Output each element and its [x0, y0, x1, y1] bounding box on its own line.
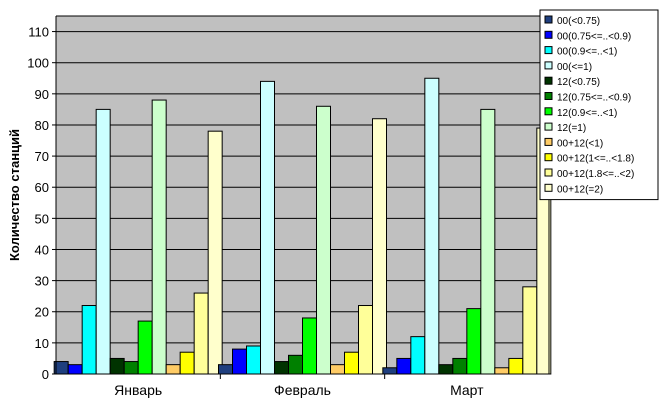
- bar: [260, 80, 275, 375]
- bar: [358, 305, 373, 375]
- legend-swatch: [544, 30, 553, 39]
- legend: 00(<0.75) 00(0.75<=..<0.9) 00(0.9<=..<1) 00…: [539, 9, 659, 201]
- bar: [137, 320, 153, 375]
- legend-label: 00+12(<1): [557, 138, 603, 149]
- bar: [165, 364, 181, 375]
- y-tick-label: 0: [42, 367, 49, 382]
- legend-swatch: [544, 46, 553, 55]
- bar: [424, 77, 440, 375]
- x-category-label: Март: [450, 382, 484, 398]
- legend-box: [539, 9, 659, 201]
- bar: [81, 305, 97, 375]
- bar: [246, 345, 261, 375]
- y-tick-label: 80: [35, 118, 49, 133]
- y-tick-label: 110: [28, 25, 49, 40]
- bar: [274, 361, 289, 375]
- legend-swatch: [544, 153, 553, 162]
- legend-swatch: [544, 168, 553, 177]
- bar: [302, 317, 317, 375]
- legend-label: 00+12(=2): [557, 184, 603, 195]
- legend-swatch: [544, 107, 553, 116]
- x-category-label: Январь: [114, 382, 162, 398]
- x-category-labels: Январь Февраль Март: [114, 382, 484, 398]
- y-tick-label: 100: [27, 56, 49, 71]
- legend-swatch: [544, 122, 553, 131]
- bar: [218, 364, 233, 375]
- y-tick-label: 60: [35, 180, 49, 195]
- bar: [288, 354, 303, 375]
- legend-swatch: [544, 137, 553, 146]
- legend-label: 00+12(1<=..<1.8): [557, 154, 634, 165]
- legend-swatch: [544, 76, 553, 85]
- legend-swatch: [544, 92, 553, 100]
- legend-label: 00(0.9<=..<1): [557, 47, 617, 58]
- bar: [123, 361, 139, 375]
- y-tick-labels: 0 10 20 30 40 50 60 70 80 90 100 110: [27, 25, 49, 382]
- bar: [452, 357, 468, 375]
- y-axis-title: Количество станций: [7, 129, 22, 261]
- legend-swatch: [544, 183, 553, 192]
- legend-label: 12(0.75<=..<0.9): [557, 93, 631, 104]
- bar: [410, 336, 426, 375]
- y-tick-label: 90: [35, 87, 49, 102]
- bar: [151, 99, 167, 375]
- legend-label: 00(0.75<=..<0.9): [557, 31, 631, 42]
- bar: [480, 108, 496, 375]
- bar: [193, 292, 209, 375]
- y-tick-label: 70: [35, 149, 49, 164]
- bar: [372, 118, 387, 375]
- legend-swatch: [544, 15, 553, 24]
- bar: [508, 357, 524, 375]
- bar: [344, 351, 359, 375]
- bar: [522, 286, 538, 375]
- bar: [179, 351, 195, 375]
- legend-label: 00+12(1.8<=..<2): [557, 169, 634, 180]
- legend-label: 12(=1): [557, 123, 586, 134]
- legend-label: 00(<=1): [557, 62, 592, 73]
- bar: [207, 130, 223, 375]
- legend-label: 00(<0.75): [557, 16, 600, 27]
- bar: [232, 348, 247, 375]
- bar: [330, 364, 345, 375]
- bar: [438, 364, 454, 375]
- legend-label: 12(0.9<=..<1): [557, 108, 617, 119]
- bar: [95, 108, 111, 375]
- bar: [316, 105, 331, 375]
- y-tick-label: 50: [35, 211, 49, 226]
- legend-swatch: [544, 61, 553, 70]
- bar: [67, 364, 83, 375]
- bar: [382, 367, 398, 375]
- bar: [109, 357, 125, 375]
- bar: [466, 308, 482, 375]
- bar: [494, 367, 510, 375]
- y-tick-label: 10: [35, 336, 49, 351]
- y-tick-label: 20: [35, 305, 49, 320]
- bar: [396, 357, 412, 375]
- x-category-label: Февраль: [274, 382, 331, 398]
- y-tick-label: 40: [35, 242, 49, 257]
- legend-label: 12(<0.75): [557, 77, 600, 88]
- y-tick-label: 30: [35, 274, 49, 289]
